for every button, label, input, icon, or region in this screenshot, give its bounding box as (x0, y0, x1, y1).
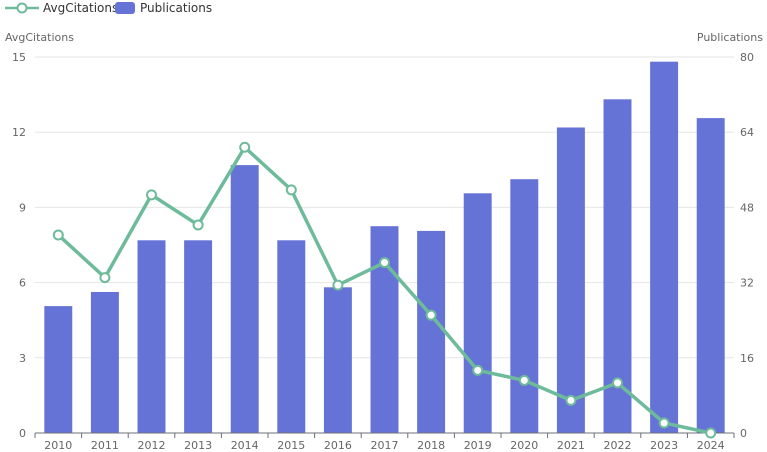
legend-label-publications: Publications (140, 1, 212, 15)
y-right-tick-label: 64 (740, 126, 754, 139)
y-left-tick-label: 3 (19, 352, 26, 365)
x-tick-label: 2016 (324, 439, 352, 452)
y-left-axis: 0 3 6 9 12 15 (12, 51, 26, 440)
x-tick-label: 2022 (604, 439, 632, 452)
bar-publications (137, 240, 166, 433)
x-tick-label: 2012 (138, 439, 166, 452)
point-avgcitations (518, 374, 530, 386)
x-tick-label: 2014 (231, 439, 259, 452)
legend-item-avgcitations[interactable]: AvgCitations (5, 1, 118, 15)
x-tick-label: 2013 (184, 439, 212, 452)
bar-publications (323, 287, 352, 433)
x-tick-label: 2020 (510, 439, 538, 452)
y-right-tick-label: 16 (740, 352, 754, 365)
y-left-tick-label: 6 (19, 277, 26, 290)
point-avgcitations (472, 364, 484, 376)
point-avgcitations (332, 279, 344, 291)
bar-publications (417, 230, 446, 433)
legend-item-publications[interactable]: Publications (115, 1, 212, 15)
x-tick-label: 2021 (557, 439, 585, 452)
y-right-tick-label: 0 (740, 427, 747, 440)
point-avgcitations (379, 257, 390, 269)
point-avgcitations (425, 309, 437, 321)
bar-publications (184, 240, 213, 433)
y-left-tick-label: 12 (12, 126, 26, 139)
x-tick-label: 2023 (650, 439, 678, 452)
bar-publications (510, 179, 539, 433)
legend: AvgCitations Publications (5, 1, 212, 15)
point-avgcitations (99, 272, 111, 284)
bar-publications (650, 61, 679, 433)
bar-publications (556, 127, 585, 433)
x-tick-label: 2010 (44, 439, 72, 452)
point-avgcitations (192, 219, 204, 231)
legend-line-marker (16, 2, 28, 14)
y-right-axis: 0 16 32 48 64 80 (740, 51, 754, 440)
y-left-tick-label: 0 (19, 427, 26, 440)
point-avgcitations (146, 189, 157, 201)
x-tick-label: 2011 (91, 439, 119, 452)
bar-publications (696, 118, 725, 433)
point-avgcitations (658, 417, 670, 429)
bar-publications (90, 292, 119, 433)
y-right-tick-label: 80 (740, 51, 754, 64)
publications-bars (44, 61, 725, 434)
bar-publications (44, 306, 73, 433)
point-avgcitations (705, 427, 717, 439)
y-right-axis-title: Publications (697, 31, 763, 44)
legend-bar-swatch (115, 2, 135, 14)
x-axis: 2010 2011 2012 2013 2014 2015 2016 2017 2018 2019… (34, 432, 735, 452)
x-tick-label: 2024 (697, 439, 725, 452)
y-left-axis-title: AvgCitations (5, 31, 74, 44)
y-right-tick-label: 48 (740, 201, 754, 214)
y-left-tick-label: 9 (19, 201, 26, 214)
x-tick-label: 2018 (417, 439, 445, 452)
point-avgcitations (52, 229, 64, 241)
point-avgcitations (285, 184, 297, 196)
legend-label-avgcitations: AvgCitations (43, 1, 118, 15)
x-tick-label: 2019 (464, 439, 492, 452)
point-avgcitations (565, 394, 577, 406)
bar-publications (463, 193, 492, 433)
avgcitations-line (52, 141, 717, 439)
y-left-tick-label: 15 (12, 51, 26, 64)
point-avgcitations (612, 377, 623, 389)
bar-publications (230, 165, 259, 433)
bar-publications (277, 240, 306, 433)
point-avgcitations (239, 141, 251, 153)
x-tick-label: 2017 (371, 439, 399, 452)
y-right-tick-label: 32 (740, 277, 754, 290)
x-tick-label: 2015 (277, 439, 305, 452)
